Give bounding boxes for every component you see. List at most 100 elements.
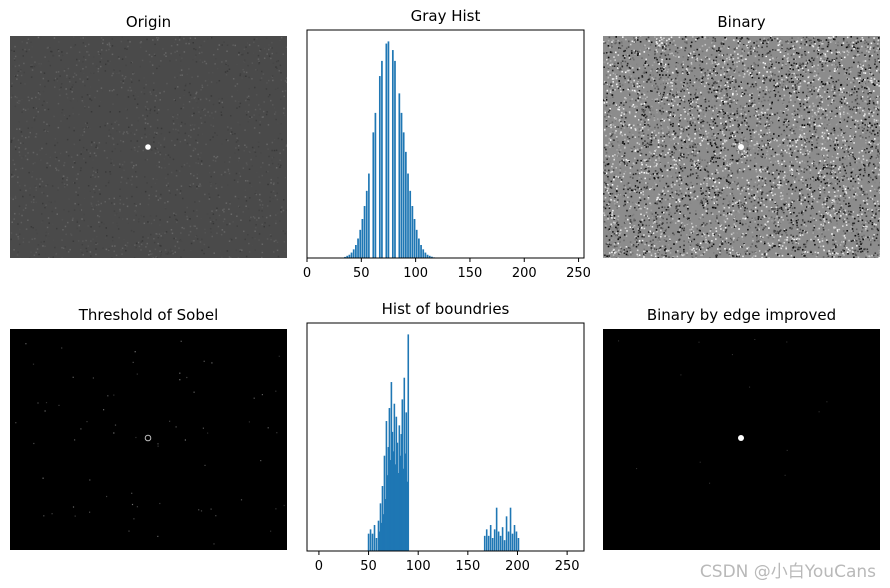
noise-pixel xyxy=(827,252,830,255)
noise-pixel xyxy=(280,209,282,211)
noise-pixel xyxy=(21,167,24,170)
noise-pixel xyxy=(271,162,274,165)
noise-pixel xyxy=(242,167,245,169)
noise-pixel xyxy=(842,74,845,76)
noise-pixel xyxy=(781,95,783,98)
noise-pixel xyxy=(802,103,805,106)
noise-pixel xyxy=(857,175,859,178)
noise-pixel xyxy=(746,140,748,142)
noise-pixel xyxy=(66,97,69,99)
noise-pixel xyxy=(20,221,23,224)
noise-pixel xyxy=(760,240,762,243)
noise-pixel xyxy=(217,225,220,228)
noise-pixel xyxy=(735,90,737,92)
noise-pixel xyxy=(872,228,874,231)
noise-pixel xyxy=(874,167,877,169)
noise-pixel xyxy=(15,148,17,151)
noise-pixel xyxy=(637,95,640,97)
noise-pixel xyxy=(176,50,178,52)
noise-pixel xyxy=(648,217,650,220)
noise-pixel xyxy=(61,109,64,111)
noise-pixel xyxy=(704,58,707,60)
noise-pixel xyxy=(867,182,869,184)
noise-pixel xyxy=(34,61,36,63)
noise-pixel xyxy=(651,84,654,87)
noise-pixel xyxy=(245,162,248,164)
noise-pixel xyxy=(868,68,871,70)
noise-pixel xyxy=(771,173,774,176)
noise-pixel xyxy=(84,37,87,39)
noise-pixel xyxy=(698,110,701,112)
noise-pixel xyxy=(209,196,211,199)
noise-pixel xyxy=(253,38,256,41)
noise-pixel xyxy=(834,71,836,74)
noise-pixel xyxy=(625,97,627,100)
noise-pixel xyxy=(644,164,646,166)
noise-pixel xyxy=(55,167,57,169)
noise-pixel xyxy=(679,105,681,108)
noise-pixel xyxy=(807,82,809,84)
noise-pixel xyxy=(775,85,777,88)
noise-pixel xyxy=(196,102,198,104)
noise-pixel xyxy=(679,212,681,214)
noise-pixel xyxy=(709,246,711,249)
noise-pixel xyxy=(36,248,39,250)
noise-pixel xyxy=(28,136,30,138)
noise-pixel xyxy=(781,194,784,197)
noise-pixel xyxy=(146,101,148,103)
noise-pixel xyxy=(680,46,683,49)
noise-pixel xyxy=(863,234,865,237)
noise-pixel xyxy=(846,102,849,104)
noise-pixel xyxy=(255,226,257,229)
noise-pixel xyxy=(271,198,274,200)
noise-pixel xyxy=(821,81,823,83)
noise-pixel xyxy=(133,203,136,205)
noise-pixel xyxy=(766,234,768,236)
noise-pixel xyxy=(794,246,797,249)
noise-pixel xyxy=(725,237,728,240)
noise-pixel xyxy=(180,107,182,110)
noise-pixel xyxy=(851,211,853,213)
noise-pixel xyxy=(107,44,110,47)
noise-pixel xyxy=(82,101,84,104)
noise-pixel xyxy=(193,174,195,177)
noise-pixel xyxy=(827,178,830,181)
noise-pixel xyxy=(609,196,612,199)
noise-pixel xyxy=(856,47,859,50)
noise-pixel xyxy=(736,183,738,186)
noise-pixel xyxy=(724,71,726,73)
noise-pixel xyxy=(858,245,861,248)
noise-pixel xyxy=(14,105,17,108)
noise-pixel xyxy=(135,171,137,173)
noise-pixel xyxy=(611,38,614,41)
noise-pixel xyxy=(702,192,704,194)
noise-pixel xyxy=(655,183,657,186)
noise-pixel xyxy=(707,69,709,72)
noise-pixel xyxy=(255,224,257,226)
noise-pixel xyxy=(605,148,607,151)
noise-pixel xyxy=(158,161,160,163)
noise-pixel xyxy=(724,248,726,250)
noise-pixel xyxy=(822,87,824,89)
noise-pixel xyxy=(756,73,758,76)
noise-pixel xyxy=(820,98,822,101)
noise-pixel xyxy=(130,132,132,134)
noise-pixel xyxy=(149,133,151,136)
noise-pixel xyxy=(644,140,646,142)
noise-pixel xyxy=(716,254,718,257)
noise-pixel xyxy=(850,81,852,84)
noise-pixel xyxy=(683,107,685,109)
noise-pixel xyxy=(87,245,89,247)
noise-pixel xyxy=(707,175,710,177)
noise-pixel xyxy=(620,231,622,234)
noise-pixel xyxy=(628,90,631,92)
noise-pixel xyxy=(848,223,850,226)
noise-pixel xyxy=(736,93,738,95)
noise-pixel xyxy=(65,250,68,252)
noise-pixel xyxy=(842,136,844,138)
noise-pixel xyxy=(22,55,24,57)
noise-pixel xyxy=(57,189,59,191)
noise-pixel xyxy=(256,171,258,174)
noise-texture xyxy=(603,36,880,258)
noise-pixel xyxy=(88,43,90,46)
